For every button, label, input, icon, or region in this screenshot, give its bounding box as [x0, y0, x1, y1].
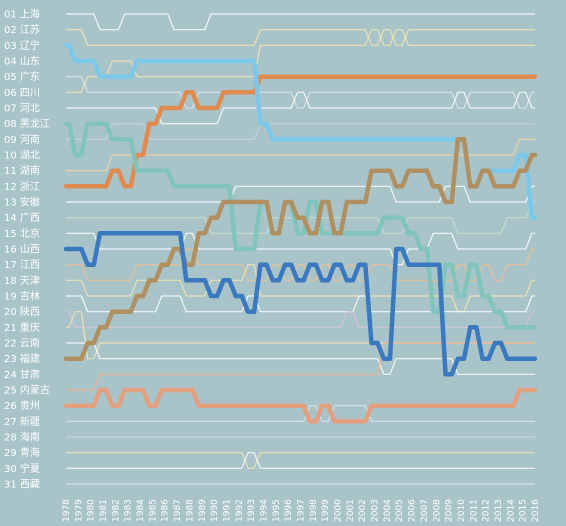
series-line-background-14 — [66, 311, 535, 328]
year-label-1998: 1998 — [309, 499, 319, 522]
rank-label-14: 14 广西 — [4, 212, 40, 224]
year-label-1993: 1993 — [247, 499, 257, 522]
year-label-2014: 2014 — [506, 499, 516, 522]
year-label-2012: 2012 — [482, 499, 492, 522]
year-label-1981: 1981 — [99, 499, 109, 522]
rank-label-31: 31 西藏 — [4, 479, 40, 491]
series-line-background-13 — [66, 295, 535, 313]
year-label-1997: 1997 — [297, 499, 307, 522]
year-label-2003: 2003 — [371, 499, 381, 522]
year-label-2004: 2004 — [383, 499, 393, 522]
rank-label-26: 26 贵州 — [4, 399, 40, 412]
rank-label-13: 13 安徽 — [4, 196, 40, 209]
series-line-highlight-1 — [63, 74, 538, 189]
rank-label-18: 18 天津 — [4, 275, 40, 287]
rank-label-10: 10 湖北 — [4, 150, 40, 162]
series-line-background-6 — [66, 123, 535, 140]
series-line-background-17 — [66, 342, 535, 391]
rank-label-6: 06 四川 — [4, 88, 40, 99]
series-line-background-18 — [66, 405, 535, 422]
rank-label-27: 27 新疆 — [4, 415, 40, 428]
rank-label-28: 28 海南 — [4, 431, 40, 444]
rank-label-23: 23 福建 — [4, 352, 40, 365]
series-line-background-10 — [66, 232, 535, 266]
year-label-2009: 2009 — [445, 499, 455, 522]
series-line-highlight-5 — [63, 231, 538, 377]
rank-labels: 01 上海 02 江苏 03 辽宁 04 山东 05 广东 06 四川 07 河北 08 黑龙… — [4, 8, 50, 491]
rank-label-29: 29 青海 — [4, 446, 40, 459]
year-labels: 1978 1979 1980 1981 1982 1983 1984 1985 1986 1987… — [62, 499, 541, 522]
year-label-1994: 1994 — [260, 499, 270, 522]
year-label-2008: 2008 — [432, 499, 442, 522]
year-label-1984: 1984 — [136, 499, 146, 522]
rank-label-8: 08 黑龙江 — [4, 117, 50, 130]
year-label-1991: 1991 — [222, 499, 232, 522]
highlighted-series-group — [63, 43, 538, 424]
year-label-2006: 2006 — [408, 499, 418, 522]
rank-label-11: 11 湖南 — [4, 164, 40, 177]
year-label-1987: 1987 — [173, 499, 183, 522]
rank-label-1: 01 上海 — [4, 8, 40, 21]
background-series-group — [66, 13, 535, 485]
series-line-highlight-2 — [63, 43, 538, 220]
series-line-background-4 — [66, 29, 535, 93]
year-label-1979: 1979 — [74, 499, 84, 522]
year-label-2002: 2002 — [358, 499, 368, 522]
year-label-1996: 1996 — [284, 499, 294, 522]
year-label-1985: 1985 — [148, 499, 158, 522]
year-label-2007: 2007 — [420, 499, 430, 522]
year-label-1983: 1983 — [124, 499, 134, 522]
year-label-2013: 2013 — [494, 499, 504, 522]
series-line-background-3 — [66, 76, 535, 109]
year-label-1978: 1978 — [62, 499, 72, 522]
series-line-background-7 — [66, 138, 535, 172]
year-label-1980: 1980 — [87, 499, 97, 522]
series-line-background-2 — [66, 29, 535, 46]
rank-label-9: 09 河南 — [4, 133, 40, 146]
series-line-background-21 — [66, 452, 535, 469]
rank-label-16: 16 山西 — [4, 244, 40, 256]
rank-label-17: 17 江西 — [4, 259, 40, 271]
year-label-2000: 2000 — [334, 499, 344, 522]
year-label-2001: 2001 — [346, 499, 356, 522]
year-label-2015: 2015 — [519, 499, 529, 522]
rank-label-21: 21 重庆 — [4, 321, 40, 334]
rank-label-15: 15 北京 — [4, 227, 40, 240]
rank-label-20: 20 陕西 — [4, 305, 40, 318]
rank-label-19: 19 吉林 — [4, 290, 40, 303]
series-line-highlight-4 — [63, 137, 538, 361]
series-line-background-8 — [66, 185, 535, 203]
year-label-1986: 1986 — [161, 499, 171, 522]
rank-label-12: 12 浙江 — [4, 181, 40, 193]
rank-label-7: 07 河北 — [4, 103, 40, 115]
rank-label-3: 03 辽宁 — [4, 39, 40, 52]
rank-label-22: 22 云南 — [4, 337, 40, 350]
rank-label-25: 25 内蒙古 — [4, 384, 50, 397]
series-line-background-5 — [66, 91, 535, 125]
rank-label-4: 04 山东 — [4, 55, 40, 68]
year-label-1982: 1982 — [111, 499, 121, 522]
year-label-1988: 1988 — [185, 499, 195, 522]
rank-label-24: 24 甘肃 — [4, 368, 40, 381]
series-line-background-9 — [66, 201, 535, 234]
series-line-background-11 — [66, 248, 535, 281]
series-line-background-1 — [66, 13, 535, 31]
year-label-1990: 1990 — [210, 499, 220, 522]
rank-label-2: 02 江苏 — [4, 23, 40, 36]
year-label-1999: 1999 — [321, 499, 331, 522]
year-label-2016: 2016 — [531, 499, 541, 522]
series-line-highlight-3 — [63, 121, 538, 330]
year-label-2005: 2005 — [395, 499, 405, 522]
series-line-background-20 — [66, 452, 535, 469]
rank-label-30: 30 宁夏 — [4, 462, 40, 475]
series-line-highlight-6 — [63, 387, 538, 424]
year-label-1992: 1992 — [235, 499, 245, 522]
year-label-1995: 1995 — [272, 499, 282, 522]
year-label-1989: 1989 — [198, 499, 208, 522]
year-label-2011: 2011 — [469, 499, 479, 522]
year-label-2010: 2010 — [457, 499, 467, 522]
rank-label-5: 05 广东 — [4, 70, 40, 83]
